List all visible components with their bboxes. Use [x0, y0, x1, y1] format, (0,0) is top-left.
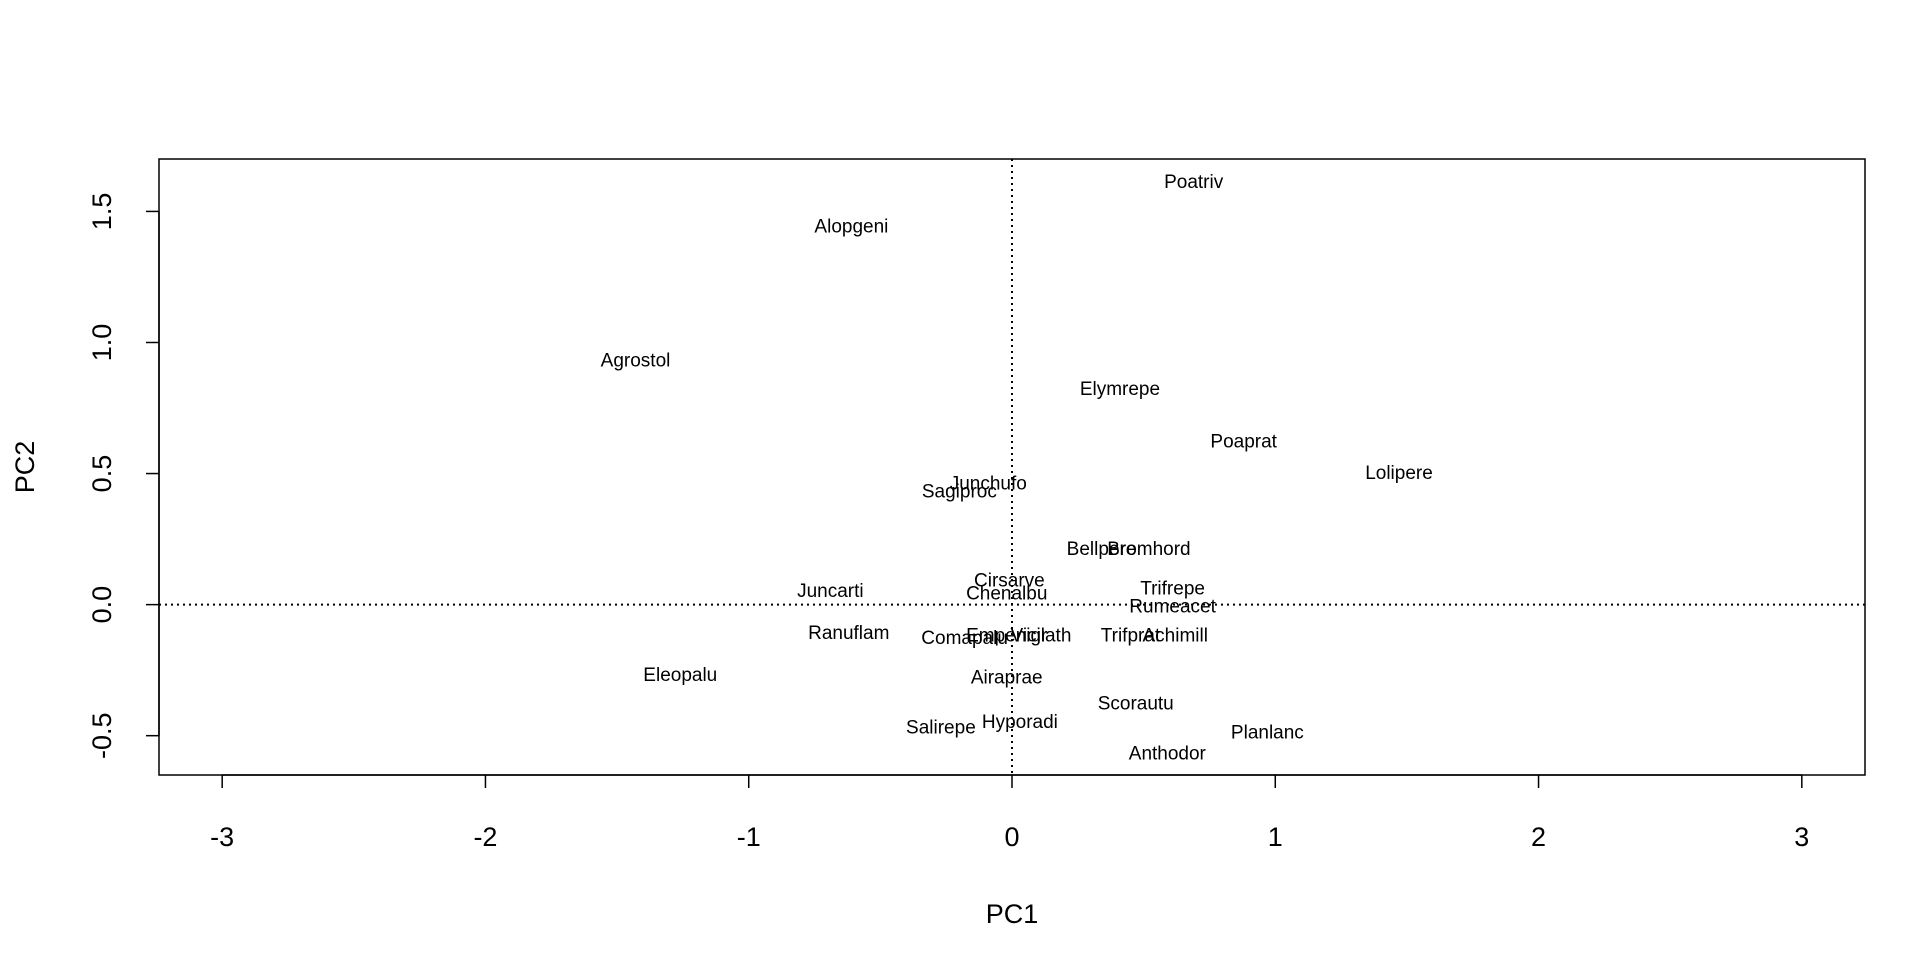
x-tick-label: 0 — [1004, 822, 1019, 852]
y-tick-label: -0.5 — [87, 712, 117, 759]
y-axis-title: PC2 — [10, 441, 40, 494]
x-tick-label: -1 — [737, 822, 761, 852]
point-label: Agrostol — [601, 350, 671, 371]
x-tick-label: 2 — [1531, 822, 1546, 852]
point-label: Rumeacet — [1129, 597, 1216, 618]
point-label: Juncarti — [797, 581, 864, 602]
point-label: Scorautu — [1098, 694, 1174, 715]
point-label: Bellpere — [1067, 539, 1137, 560]
y-tick-label: 1.0 — [87, 324, 117, 362]
point-labels: Poatriv Alopgeni Agrostol Elymrepe Poaprat Lo… — [601, 172, 1433, 764]
point-label: Anthodor — [1129, 744, 1207, 765]
point-label: Achimill — [1143, 626, 1208, 647]
point-label: Junchufo — [950, 474, 1027, 495]
x-tick-label: -3 — [210, 822, 234, 852]
point-label: Poaprat — [1210, 432, 1277, 453]
point-label: Sagiproc — [922, 481, 997, 502]
point-label: Salirepe — [906, 717, 976, 738]
point-label: Trifprat — [1101, 626, 1161, 647]
point-label: Planlanc — [1231, 723, 1304, 744]
y-axis: -0.5 0.0 0.5 1.0 1.5 — [87, 193, 160, 759]
x-tick-label: 1 — [1268, 822, 1283, 852]
point-label: Bromhord — [1107, 539, 1190, 560]
x-tick-label: 3 — [1794, 822, 1809, 852]
y-tick-label: 0.0 — [87, 586, 117, 624]
point-label: Elymrepe — [1080, 379, 1160, 400]
point-label: Airaprae — [971, 668, 1043, 689]
point-label: Vicilath — [1011, 626, 1072, 647]
point-label: Cirsarve — [974, 571, 1045, 592]
point-label: Chenalbu — [966, 584, 1047, 605]
point-label: Ranuflam — [808, 623, 889, 644]
point-label: Poatriv — [1164, 172, 1224, 193]
x-tick-label: -2 — [473, 822, 497, 852]
point-label: Lolipere — [1365, 463, 1433, 484]
point-label: Hyporadi — [982, 712, 1058, 733]
point-label: Eleopalu — [643, 665, 717, 686]
x-axis-title: PC1 — [986, 899, 1039, 929]
y-tick-label: 0.5 — [87, 455, 117, 493]
y-tick-label: 1.5 — [87, 193, 117, 231]
point-label: Comapalu — [921, 628, 1008, 649]
point-label: Trifrepe — [1140, 578, 1205, 599]
x-axis: -3 -2 -1 0 1 2 3 — [210, 774, 1809, 852]
point-label: Empenigr — [966, 626, 1048, 647]
point-label: Alopgeni — [814, 217, 888, 238]
